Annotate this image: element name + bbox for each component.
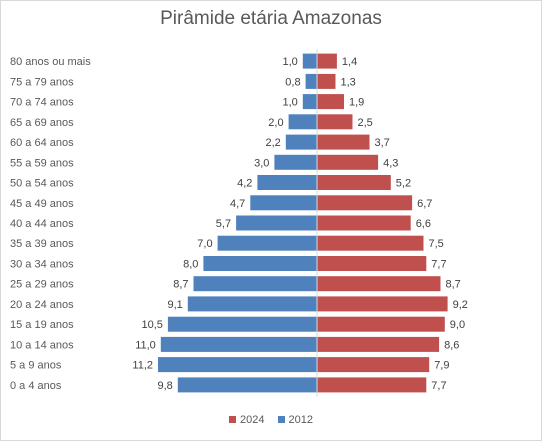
category-label: 0 a 4 anos — [10, 380, 62, 392]
legend-swatch-2012 — [277, 416, 285, 423]
bar-2024-9 — [317, 235, 424, 251]
bar-2024-15 — [317, 357, 430, 373]
bar-2024-8 — [317, 215, 411, 231]
bar-2012-9 — [217, 235, 317, 251]
category-label: 40 a 44 anos — [10, 218, 74, 230]
category-label: 25 a 29 anos — [10, 279, 74, 291]
data-label-2024-7: 6,7 — [417, 198, 432, 210]
bar-2012-13 — [167, 316, 317, 332]
category-label: 30 a 34 anos — [10, 258, 74, 270]
data-label-2024-6: 5,2 — [396, 178, 411, 190]
bar-2012-5 — [274, 154, 317, 170]
category-label: 55 a 59 anos — [10, 157, 74, 169]
category-label: 75 a 79 anos — [10, 76, 74, 88]
legend-label-2024: 2024 — [239, 414, 265, 426]
data-label-2024-9: 7,5 — [429, 238, 444, 250]
data-label-2012-13: 10,5 — [141, 319, 162, 331]
data-label-2024-15: 7,9 — [434, 360, 449, 372]
category-label: 15 a 19 anos — [10, 319, 74, 331]
bar-2012-15 — [158, 357, 317, 373]
chart-title: Pirâmide etária Amazonas — [160, 8, 382, 29]
bar-2012-11 — [193, 276, 317, 292]
data-label-2024-12: 9,2 — [453, 299, 468, 311]
chart-legend: 2024 2012 — [0, 414, 542, 426]
data-label-2012-7: 4,7 — [230, 198, 245, 210]
bar-2012-3 — [288, 114, 317, 130]
data-label-2024-8: 6,6 — [416, 218, 431, 230]
data-label-2024-16: 7,7 — [431, 380, 446, 392]
data-label-2012-14: 11,0 — [135, 339, 156, 351]
data-label-2024-2: 1,9 — [349, 97, 364, 109]
bar-2024-6 — [317, 175, 391, 190]
data-label-2012-15: 11,2 — [132, 360, 153, 372]
legend-swatch-2024 — [228, 416, 236, 423]
bar-2012-8 — [236, 215, 317, 231]
category-label: 5 a 9 anos — [10, 360, 62, 372]
category-label: 45 a 49 anos — [10, 198, 74, 210]
data-label-2024-11: 8,7 — [446, 279, 461, 291]
bar-2024-11 — [317, 276, 441, 292]
bar-2024-12 — [317, 296, 448, 312]
category-label: 80 anos ou mais — [10, 56, 91, 68]
legend-item-2024: 2024 — [228, 414, 265, 426]
bar-2024-10 — [317, 256, 427, 271]
category-label: 20 a 24 anos — [10, 299, 74, 311]
data-label-2024-10: 7,7 — [431, 258, 446, 270]
bar-2024-4 — [317, 134, 370, 150]
category-label: 35 a 39 anos — [10, 238, 74, 250]
data-label-2024-4: 3,7 — [375, 137, 390, 149]
data-label-2012-6: 4,2 — [237, 178, 252, 190]
bar-2024-16 — [317, 377, 427, 393]
bar-2012-12 — [187, 296, 317, 312]
category-label: 50 a 54 anos — [10, 178, 74, 190]
bar-2012-6 — [257, 175, 317, 190]
data-label-2024-1: 1,3 — [341, 76, 356, 88]
category-label: 10 a 14 anos — [10, 339, 74, 351]
bar-2012-7 — [250, 195, 317, 211]
bar-2024-3 — [317, 114, 353, 130]
category-label: 65 a 69 anos — [10, 117, 74, 129]
data-label-2012-10: 8,0 — [183, 258, 198, 270]
bar-2012-1 — [305, 73, 317, 89]
category-label: 60 a 64 anos — [10, 137, 74, 149]
data-label-2012-0: 1,0 — [283, 56, 298, 68]
data-label-2024-5: 4,3 — [383, 157, 398, 169]
data-label-2012-11: 8,7 — [173, 279, 188, 291]
data-label-2012-12: 9,1 — [168, 299, 183, 311]
legend-item-2012: 2012 — [277, 414, 314, 426]
data-label-2024-0: 1,4 — [342, 56, 357, 68]
bar-2024-5 — [317, 154, 379, 170]
bar-2012-14 — [160, 336, 317, 352]
bar-2012-4 — [285, 134, 317, 150]
bar-2012-0 — [302, 53, 317, 69]
data-label-2012-16: 9,8 — [158, 380, 173, 392]
data-label-2024-3: 2,5 — [358, 117, 373, 129]
bar-2012-2 — [302, 94, 317, 110]
data-label-2012-4: 2,2 — [266, 137, 281, 149]
bar-2024-14 — [317, 336, 440, 352]
bar-2024-7 — [317, 195, 413, 211]
bar-2024-0 — [317, 53, 337, 69]
data-label-2024-14: 8,6 — [444, 339, 459, 351]
category-label: 70 a 74 anos — [10, 97, 74, 109]
data-label-2024-13: 9,0 — [450, 319, 465, 331]
data-label-2012-8: 5,7 — [216, 218, 231, 230]
legend-label-2012: 2012 — [288, 414, 314, 426]
data-label-2012-2: 1,0 — [283, 97, 298, 109]
bar-2012-16 — [177, 377, 317, 393]
data-label-2012-9: 7,0 — [197, 238, 212, 250]
bar-2024-2 — [317, 94, 344, 110]
data-label-2012-1: 0,8 — [285, 76, 300, 88]
data-label-2012-5: 3,0 — [254, 157, 269, 169]
bar-2024-1 — [317, 73, 336, 89]
bar-2024-13 — [317, 316, 445, 332]
data-label-2012-3: 2,0 — [268, 117, 283, 129]
bar-2012-10 — [203, 256, 317, 271]
